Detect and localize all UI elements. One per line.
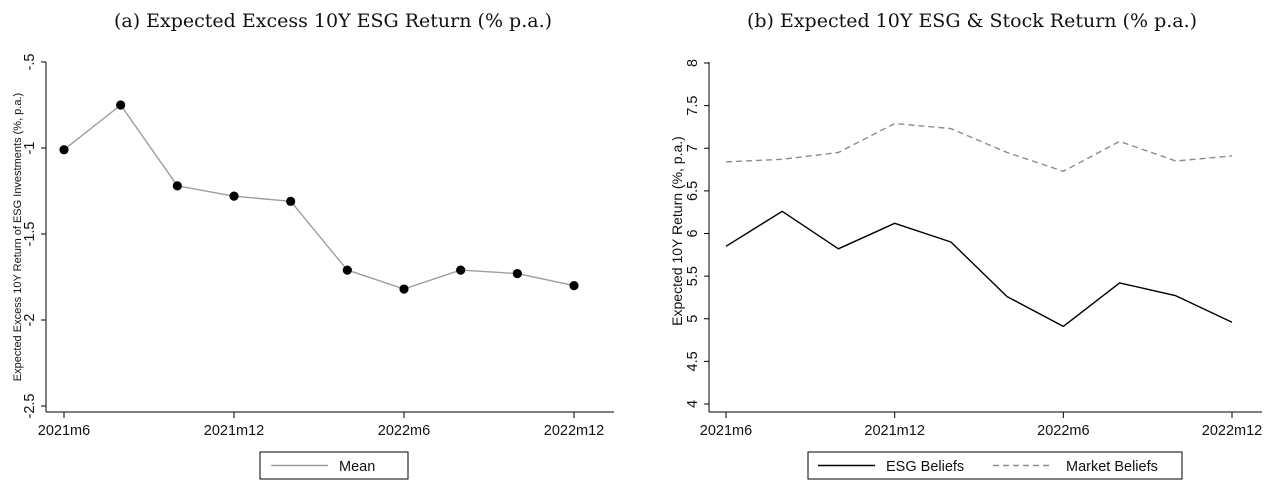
x-tick-label: 2021m12 bbox=[864, 423, 924, 439]
chart-b-legend: ESG Beliefs Market Beliefs bbox=[807, 451, 1183, 480]
data-point bbox=[59, 145, 69, 155]
y-tick-label: 6 bbox=[685, 229, 701, 237]
y-tick-label: -.5 bbox=[22, 54, 38, 71]
y-tick-label: 7.5 bbox=[685, 96, 701, 116]
chart-a-legend-label-mean: Mean bbox=[339, 459, 375, 475]
data-point bbox=[512, 268, 522, 279]
chart-a-x-ticks: 2021m6 2021m12 2022m6 2022m12 bbox=[38, 412, 604, 439]
data-point bbox=[229, 191, 239, 201]
y-tick-label: -1 bbox=[22, 142, 38, 155]
chart-b-x-ticks: 2021m6 2021m12 2022m6 2022m12 bbox=[700, 412, 1262, 439]
chart-a-series bbox=[59, 100, 579, 294]
data-point bbox=[399, 284, 409, 294]
data-point bbox=[569, 281, 579, 291]
y-tick-label: -1.5 bbox=[22, 222, 38, 247]
chart-b-legend-label-market: Market Beliefs bbox=[1066, 459, 1158, 475]
chart-b-title: (b) Expected 10Y ESG & Stock Return (% p… bbox=[747, 10, 1197, 32]
series-line-mean bbox=[63, 104, 575, 290]
x-tick-label: 2021m6 bbox=[700, 423, 752, 439]
chart-a-y-axis-label: Expected Excess 10Y Return of ESG Invest… bbox=[12, 93, 24, 381]
y-tick-label: 8 bbox=[685, 59, 701, 67]
data-point bbox=[172, 181, 182, 191]
data-point bbox=[456, 265, 466, 275]
data-point bbox=[286, 196, 296, 206]
y-tick-label: 7 bbox=[685, 144, 701, 152]
chart-b-y-ticks: 4 4.5 5 5.5 6 6.5 7 7.5 8 bbox=[685, 59, 709, 408]
y-tick-label: -2 bbox=[22, 314, 38, 327]
y-tick-label: 6.5 bbox=[685, 181, 701, 201]
x-tick-label: 2022m12 bbox=[1202, 423, 1262, 439]
series-line-esg-beliefs bbox=[725, 210, 1233, 328]
chart-a-title: (a) Expected Excess 10Y ESG Return (% p.… bbox=[114, 10, 552, 32]
chart-b-legend-label-esg: ESG Beliefs bbox=[886, 459, 964, 475]
series-line-market-beliefs bbox=[725, 122, 1233, 173]
data-point bbox=[342, 265, 352, 275]
y-tick-label: 4 bbox=[685, 400, 701, 408]
x-tick-label: 2021m12 bbox=[204, 423, 264, 439]
chart-a-y-ticks: -2.5 -2 -1.5 -1 -.5 bbox=[22, 54, 46, 419]
x-tick-label: 2022m12 bbox=[544, 423, 604, 439]
chart-a-legend: Mean bbox=[259, 451, 409, 480]
chart-b-series bbox=[725, 122, 1233, 328]
x-tick-label: 2022m6 bbox=[378, 423, 430, 439]
x-tick-label: 2022m6 bbox=[1037, 423, 1089, 439]
y-tick-label: 5 bbox=[685, 315, 701, 323]
chart-b-y-axis-label: Expected 10Y Return (%, p.a.) bbox=[669, 136, 685, 326]
y-tick-label: -2.5 bbox=[22, 394, 38, 419]
y-tick-label: 5.5 bbox=[685, 266, 701, 286]
data-point bbox=[116, 100, 126, 110]
chart-a-axes bbox=[45, 62, 614, 413]
x-tick-label: 2021m6 bbox=[38, 423, 90, 439]
chart-b-axes bbox=[708, 62, 1262, 413]
y-tick-label: 4.5 bbox=[685, 351, 701, 371]
